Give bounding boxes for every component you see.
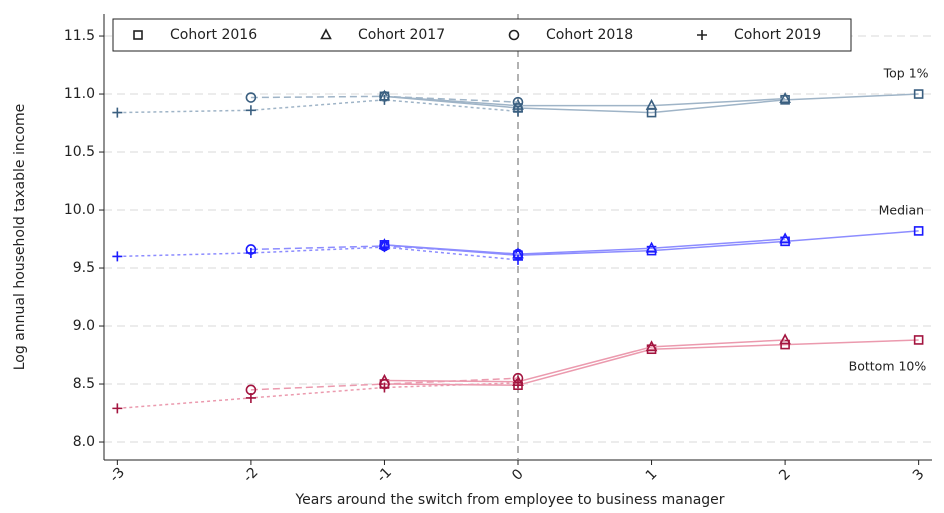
y-tick-label: 9.0: [73, 318, 95, 334]
x-tick-label: -2: [240, 464, 261, 485]
point: [779, 232, 791, 244]
point: [379, 94, 390, 105]
series-line: [117, 382, 519, 410]
group-label: Median: [879, 202, 924, 217]
point: [779, 91, 791, 103]
y-tick-label: 9.5: [73, 260, 95, 276]
y-tick-label: 11.0: [64, 86, 95, 102]
y-tick-label: 10.0: [64, 202, 95, 218]
legend-label: Cohort 2016: [170, 27, 257, 43]
x-tick-label: 3: [910, 466, 928, 484]
point: [645, 241, 658, 253]
point: [913, 89, 924, 99]
point: [245, 92, 257, 103]
point: [513, 377, 523, 388]
point: [379, 242, 390, 253]
point: [112, 251, 123, 262]
point: [245, 392, 256, 403]
point: [645, 340, 658, 352]
point: [513, 254, 523, 265]
series-line: [384, 95, 786, 107]
series-line: [117, 246, 519, 261]
legend-label: Cohort 2017: [358, 27, 445, 43]
point: [645, 98, 658, 110]
point: [379, 382, 390, 393]
x-tick-label: 2: [776, 466, 794, 484]
point: [513, 106, 523, 117]
legend-marker: [508, 29, 520, 41]
point: [245, 247, 256, 258]
series-line: [117, 99, 519, 114]
y-tick-label: 11.5: [64, 28, 95, 44]
point: [913, 335, 924, 345]
y-tick-label: 8.0: [73, 434, 95, 450]
x-tick-label: 1: [643, 466, 661, 484]
y-tick-label: 8.5: [73, 376, 95, 392]
x-tick-label: -3: [107, 464, 128, 485]
x-axis-label: Years around the switch from employee to…: [294, 492, 724, 508]
point: [112, 403, 123, 414]
series-line: [384, 93, 919, 114]
x-tick-label: -1: [374, 464, 395, 485]
legend-box: [112, 18, 852, 52]
y-tick-label: 10.5: [64, 144, 95, 160]
legend-marker: [133, 30, 143, 40]
legend-label: Cohort 2018: [546, 27, 633, 43]
group-label: Bottom 10%: [849, 358, 927, 373]
x-tick-label: 0: [509, 466, 527, 484]
legend-marker: [697, 30, 707, 40]
series-line: [384, 238, 786, 255]
group-label: Top 1%: [883, 66, 929, 81]
point: [913, 226, 924, 236]
legend-marker: [320, 28, 332, 40]
point: [245, 105, 256, 116]
legend-label: Cohort 2019: [734, 27, 821, 43]
point: [779, 333, 791, 345]
y-axis-label: Log annual household taxable income: [12, 104, 28, 371]
point: [112, 107, 123, 118]
